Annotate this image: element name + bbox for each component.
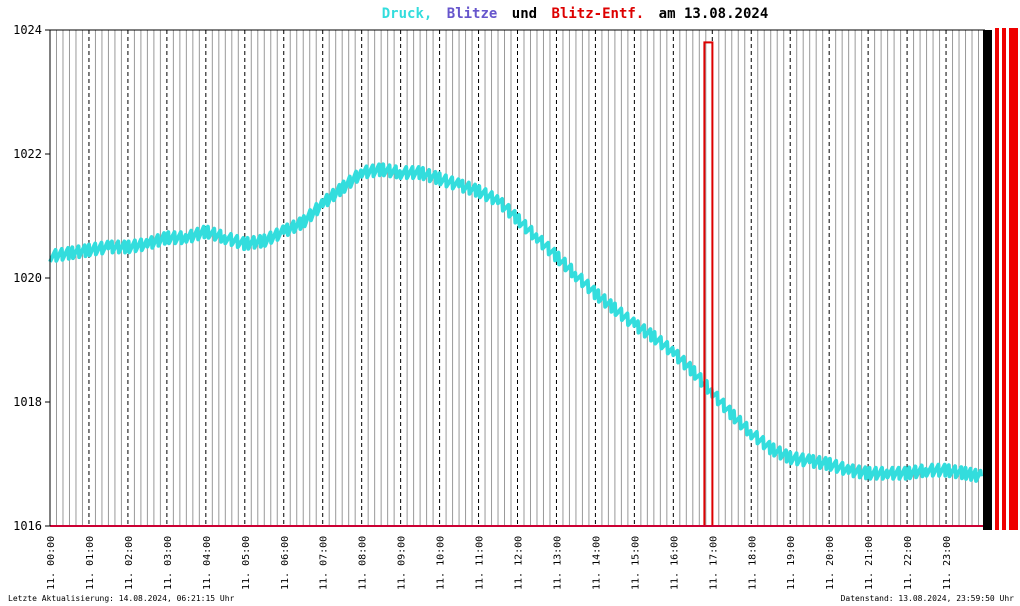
right-red-bar xyxy=(995,28,999,530)
x-tick-label: 11. 10:00 xyxy=(436,536,447,590)
x-tick-label: 11. 17:00 xyxy=(708,536,719,590)
y-tick-label: 1016 xyxy=(13,519,42,533)
pressure-line xyxy=(48,162,984,483)
x-tick-label: 11. 12:00 xyxy=(514,536,525,590)
x-tick-label: 11. 18:00 xyxy=(747,536,758,590)
major-gridlines xyxy=(50,29,985,526)
x-tick-label: 11. 22:00 xyxy=(903,536,914,590)
x-tick-label: 11. 20:00 xyxy=(825,536,836,590)
x-tick-label: 11. 13:00 xyxy=(552,536,563,590)
right-red-bar xyxy=(1002,28,1006,530)
title-und: und xyxy=(512,6,537,22)
y-tick-labels: 1016 1018 1020 1022 1024 xyxy=(13,23,50,533)
x-tick-label: 11. 06:00 xyxy=(280,536,291,590)
x-tick-label: 11. 07:00 xyxy=(319,536,330,590)
y-tick-label: 1018 xyxy=(13,395,42,409)
x-tick-label: 11. 11:00 xyxy=(475,536,486,590)
right-red-bar xyxy=(1009,28,1018,530)
title-blitze: Blitze xyxy=(447,6,498,22)
chart-title: Druck, Blitze und Blitz-Entf. am 13.08.2… xyxy=(382,6,769,22)
x-tick-label: 11. 00:00 xyxy=(46,536,57,590)
footer-data-status: Datenstand: 13.08.2024, 23:59:50 Uhr xyxy=(841,594,1015,603)
right-red-bars xyxy=(995,28,1018,530)
y-tick-label: 1020 xyxy=(13,271,42,285)
y-tick-label: 1022 xyxy=(13,147,42,161)
title-blitz-entf: Blitz-Entf. xyxy=(552,6,645,22)
x-tick-label: 11. 01:00 xyxy=(85,536,96,590)
x-tick-label: 11. 15:00 xyxy=(630,536,641,590)
x-tick-label: 11. 02:00 xyxy=(124,536,135,590)
x-tick-label: 11. 19:00 xyxy=(786,536,797,590)
x-tick-labels: 11. 00:00 11. 01:00 11. 02:00 11. 03:00 11. … xyxy=(46,536,953,590)
x-tick-label: 11. 16:00 xyxy=(669,536,680,590)
series-layer xyxy=(48,41,984,528)
title-date: am 13.08.2024 xyxy=(659,6,769,22)
x-tick-label: 11. 05:00 xyxy=(241,536,252,590)
x-tick-label: 11. 23:00 xyxy=(942,536,953,590)
x-tick-label: 11. 03:00 xyxy=(163,536,174,590)
x-tick-label: 11. 14:00 xyxy=(591,536,602,590)
x-tick-label: 11. 09:00 xyxy=(397,536,408,590)
x-tick-label: 11. 08:00 xyxy=(358,536,369,590)
right-black-bar xyxy=(983,30,992,530)
x-tick-label: 11. 21:00 xyxy=(864,536,875,590)
y-tick-label: 1024 xyxy=(13,23,42,37)
title-druck: Druck, xyxy=(382,6,433,22)
x-tick-label: 11. 04:00 xyxy=(202,536,213,590)
footer-last-update: Letzte Aktualisierung: 14.08.2024, 06:21… xyxy=(8,594,235,603)
minor-gridlines xyxy=(55,30,980,526)
